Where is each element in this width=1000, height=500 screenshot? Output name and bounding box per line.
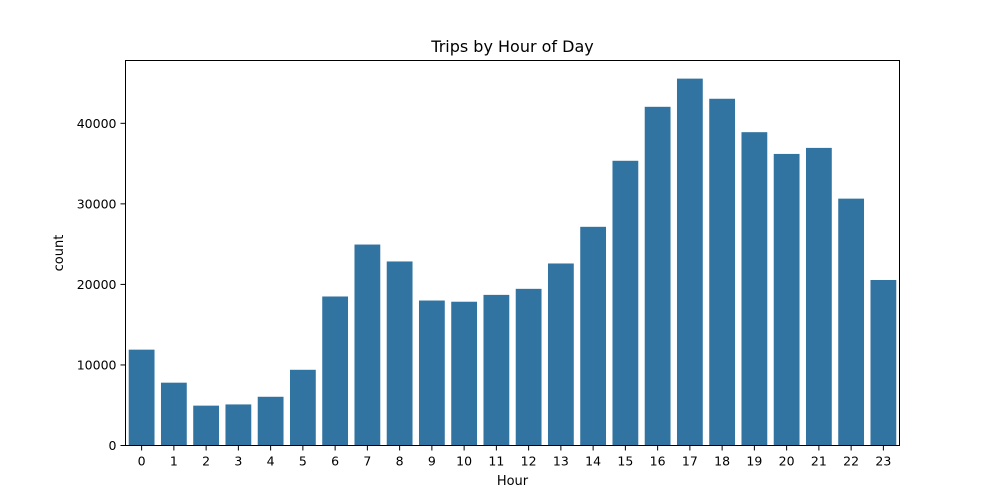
- bar-hour-0: [128, 349, 155, 446]
- x-axis-label: Hour: [497, 474, 529, 489]
- bar-hour-16: [644, 106, 671, 446]
- chart-title: Trips by Hour of Day: [430, 37, 593, 56]
- bar-hour-11: [483, 294, 510, 446]
- x-axis: 0 1 2 3 4 5 6 7 8 9 10 11 12 13 14 15 16 17 18 19 20 21 22 23: [138, 445, 891, 469]
- bar-hour-21: [805, 147, 832, 446]
- x-tick-label: 14: [585, 454, 601, 469]
- bar-hour-7: [354, 244, 381, 446]
- bar-hour-14: [580, 226, 607, 446]
- y-tick-label: 40000: [77, 116, 117, 131]
- bar-hour-23: [870, 279, 897, 446]
- bar-hour-12: [515, 288, 542, 446]
- x-tick-label: 23: [875, 454, 891, 469]
- x-tick-label: 3: [234, 454, 242, 469]
- bar-hour-1: [160, 382, 187, 446]
- bars-group: [128, 78, 897, 446]
- y-axis: 0 10000 20000 30000 40000: [77, 116, 126, 453]
- x-tick-label: 6: [331, 454, 339, 469]
- x-tick-label: 20: [779, 454, 795, 469]
- bar-hour-8: [386, 261, 413, 446]
- y-tick-label: 10000: [77, 357, 117, 372]
- bar-hour-15: [612, 160, 639, 446]
- x-tick-label: 18: [714, 454, 730, 469]
- y-tick-label: 20000: [77, 277, 117, 292]
- x-tick-label: 5: [299, 454, 307, 469]
- bar-hour-22: [838, 198, 865, 446]
- x-tick-label: 19: [746, 454, 762, 469]
- y-axis-label: count: [52, 235, 67, 272]
- x-tick-label: 9: [428, 454, 436, 469]
- x-tick-label: 11: [488, 454, 504, 469]
- bar-hour-9: [418, 300, 445, 446]
- bar-hour-10: [451, 301, 478, 446]
- x-tick-label: 10: [456, 454, 472, 469]
- x-tick-label: 4: [267, 454, 275, 469]
- bar-hour-6: [322, 296, 349, 446]
- y-tick-label: 0: [109, 438, 117, 453]
- x-tick-label: 15: [617, 454, 633, 469]
- x-tick-label: 0: [138, 454, 146, 469]
- x-tick-label: 7: [363, 454, 371, 469]
- bar-hour-20: [773, 153, 800, 446]
- x-tick-label: 21: [811, 454, 827, 469]
- bar-hour-4: [257, 396, 284, 446]
- x-tick-label: 2: [202, 454, 210, 469]
- x-tick-label: 16: [650, 454, 666, 469]
- x-tick-label: 12: [521, 454, 537, 469]
- x-tick-label: 17: [682, 454, 698, 469]
- bar-hour-13: [547, 263, 574, 446]
- x-tick-label: 22: [843, 454, 859, 469]
- x-tick-label: 8: [396, 454, 404, 469]
- bar-hour-18: [709, 98, 736, 446]
- bar-hour-19: [741, 132, 768, 446]
- x-tick-label: 13: [553, 454, 569, 469]
- plot-frame: [125, 60, 900, 446]
- bar-hour-5: [289, 369, 316, 446]
- y-tick-label: 30000: [77, 196, 117, 211]
- bar-hour-2: [193, 405, 220, 446]
- bar-hour-17: [676, 78, 703, 446]
- x-tick-label: 1: [170, 454, 178, 469]
- bar-hour-3: [225, 404, 252, 446]
